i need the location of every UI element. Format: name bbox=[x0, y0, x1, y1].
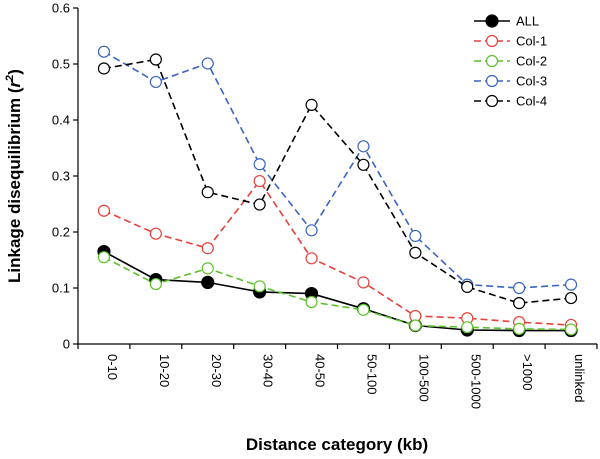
legend-item-col-1: Col-1 bbox=[474, 34, 547, 49]
data-point bbox=[564, 278, 578, 291]
legend-item-all: ALL bbox=[474, 14, 539, 29]
legend-label: Col-2 bbox=[516, 54, 547, 69]
x-tick-label: 0-10 bbox=[105, 354, 120, 380]
series-all bbox=[97, 245, 578, 338]
data-point bbox=[564, 291, 578, 305]
legend-label: ALL bbox=[516, 14, 539, 29]
x-tick-label: 30-40 bbox=[261, 354, 276, 387]
x-tick-label: 40-50 bbox=[313, 354, 328, 387]
data-point bbox=[357, 276, 370, 289]
data-point bbox=[461, 280, 474, 293]
series-layer bbox=[97, 45, 578, 338]
data-point bbox=[305, 98, 318, 111]
legend: ALL Col-1 Col-2 Col-3 Col-4 bbox=[474, 14, 547, 109]
data-point bbox=[357, 140, 370, 153]
y-tick-label: 0.5 bbox=[52, 57, 70, 72]
legend-label: Col-3 bbox=[516, 74, 547, 89]
legend-item-col-3: Col-3 bbox=[474, 74, 547, 89]
x-tick-label: >1000 bbox=[520, 354, 535, 391]
data-point bbox=[253, 198, 266, 211]
y-axis-title-superscript: 2 bbox=[4, 75, 16, 81]
legend-item-col-2: Col-2 bbox=[474, 54, 547, 69]
legend-marker bbox=[485, 34, 499, 48]
data-point bbox=[305, 252, 318, 265]
x-axis: 0-10 10-20 20-30 30-40 40-50 50-100 100-500 500… bbox=[77, 343, 598, 409]
y-axis: 0 0.1 0.2 0.3 0.4 0.5 0.6 bbox=[52, 1, 79, 352]
y-axis-title: Linkage disequilibrium (r2) bbox=[4, 69, 24, 283]
y-tick-label: 0.4 bbox=[52, 113, 70, 128]
data-point bbox=[305, 295, 318, 309]
data-point bbox=[201, 242, 214, 255]
data-point bbox=[461, 321, 474, 334]
data-point bbox=[201, 57, 214, 70]
y-tick-label: 0 bbox=[63, 337, 70, 352]
data-point bbox=[201, 186, 214, 199]
data-point bbox=[305, 224, 318, 237]
legend-marker bbox=[485, 74, 499, 88]
y-axis-title-suffix: ) bbox=[5, 69, 24, 75]
x-tick-label: 20-30 bbox=[209, 354, 224, 387]
data-point bbox=[97, 204, 111, 217]
y-tick-label: 0.1 bbox=[52, 281, 70, 296]
legend-marker bbox=[485, 54, 499, 68]
data-point bbox=[149, 75, 162, 89]
x-tick-label: unlinked bbox=[572, 354, 587, 402]
y-tick-label: 0.2 bbox=[52, 225, 70, 240]
legend-marker bbox=[485, 94, 499, 108]
data-point bbox=[357, 303, 370, 316]
data-point bbox=[149, 227, 162, 240]
y-axis-title-prefix: Linkage disequilibrium ( bbox=[5, 87, 24, 283]
data-point bbox=[253, 174, 266, 188]
series-col-3 bbox=[97, 45, 578, 295]
x-tick-label: 10-20 bbox=[157, 354, 172, 387]
data-point bbox=[513, 281, 526, 295]
series-line bbox=[103, 51, 572, 289]
data-point bbox=[409, 246, 422, 259]
data-point bbox=[564, 323, 578, 336]
legend-label: Col-4 bbox=[516, 94, 547, 109]
series-col-2 bbox=[97, 251, 578, 336]
x-tick-label: 100-500 bbox=[416, 354, 431, 402]
data-point bbox=[97, 251, 111, 264]
series-col-1 bbox=[97, 174, 578, 332]
data-point bbox=[513, 297, 526, 310]
series-col-4 bbox=[97, 53, 578, 310]
series-line bbox=[103, 256, 572, 331]
data-point bbox=[201, 275, 215, 289]
data-point bbox=[149, 277, 162, 291]
y-tick-label: 0.6 bbox=[52, 1, 70, 16]
legend-label: Col-1 bbox=[516, 34, 547, 49]
series-line bbox=[103, 250, 571, 332]
legend-marker bbox=[485, 14, 499, 28]
data-point bbox=[97, 45, 111, 58]
series-line bbox=[103, 58, 572, 304]
data-point bbox=[253, 280, 266, 293]
series-line bbox=[103, 179, 572, 326]
data-point bbox=[409, 319, 422, 332]
data-point bbox=[357, 158, 370, 171]
data-point bbox=[97, 62, 111, 75]
x-axis-title: Distance category (kb) bbox=[246, 435, 428, 454]
y-tick-label: 0.3 bbox=[52, 169, 70, 184]
data-point bbox=[513, 322, 526, 335]
legend-item-col-4: Col-4 bbox=[474, 94, 547, 109]
data-point bbox=[201, 262, 214, 275]
x-tick-label: 50-100 bbox=[364, 354, 379, 394]
y-axis-title-symbol: r bbox=[5, 79, 24, 87]
x-tick-label: 500-1000 bbox=[468, 354, 483, 409]
data-point bbox=[149, 53, 162, 66]
data-point bbox=[253, 158, 266, 171]
data-point bbox=[409, 229, 422, 243]
